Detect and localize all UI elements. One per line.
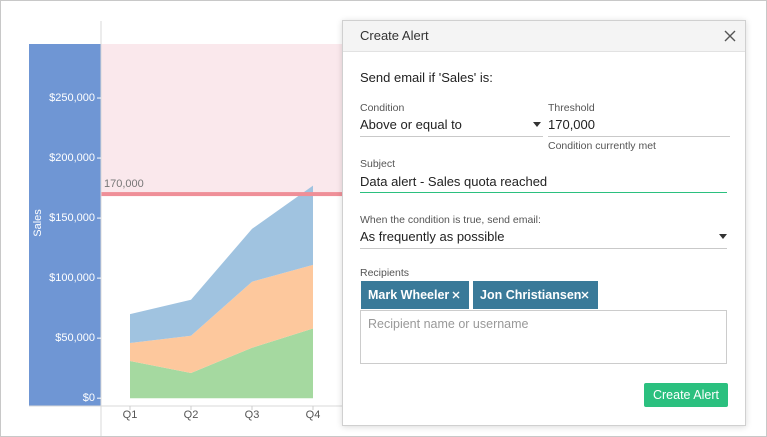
y-axis-label: Sales [32,209,44,237]
y-tick-label: $100,000 [49,272,95,284]
area [130,328,313,399]
y-tick-label: $250,000 [49,92,95,104]
underline [360,136,543,137]
area [130,264,313,373]
x-tick-label: Q1 [123,409,138,421]
y-tick-label: $0 [83,392,95,404]
create-alert-dialog: Create Alert Send email if 'Sales' is: C… [342,20,746,426]
area [130,185,313,343]
underline [360,248,727,249]
close-button[interactable] [723,29,737,43]
recipients-label: Recipients [360,267,410,279]
remove-icon[interactable] [452,291,460,299]
condition-label: Condition [360,102,405,114]
threshold-zone [101,44,342,195]
subject-label: Subject [360,158,396,170]
condition-select[interactable]: Above or equal to [360,117,462,132]
recipient-chip[interactable]: Jon Christiansen [473,281,598,309]
threshold-note: Condition currently met [548,140,656,152]
subject-input[interactable]: Data alert - Sales quota reached [360,174,548,189]
recipient-input[interactable]: Recipient name or username [360,310,727,364]
underline [360,192,727,193]
heading: Send email if 'Sales' is: [360,70,493,85]
recipient-name: Jon Christiansen [480,288,582,302]
dialog-title: Create Alert [343,21,745,52]
threshold-label: 170,000 [104,178,144,190]
placeholder: Recipient name or username [368,317,529,331]
frequency-select[interactable]: As frequently as possible [360,229,505,244]
y-axis-band [29,44,101,406]
frequency-label: When the condition is true, send email: [360,214,541,226]
threshold-input[interactable]: 170,000 [548,117,595,132]
create-alert-button[interactable]: Create Alert [644,383,728,407]
dropdown-arrow [533,122,541,127]
recipient-name: Mark Wheeler [368,288,450,302]
x-tick-label: Q4 [306,409,321,421]
underline [548,136,730,137]
remove-icon[interactable] [581,291,589,299]
y-tick-label: $150,000 [49,212,95,224]
x-tick-label: Q3 [245,409,260,421]
dropdown-arrow [719,234,727,239]
x-tick-label: Q2 [184,409,199,421]
threshold-line [101,192,342,197]
y-tick-label: $50,000 [55,332,95,344]
threshold-label: Threshold [548,102,595,114]
recipient-chip[interactable]: Mark Wheeler [361,281,469,309]
y-tick-label: $200,000 [49,152,95,164]
